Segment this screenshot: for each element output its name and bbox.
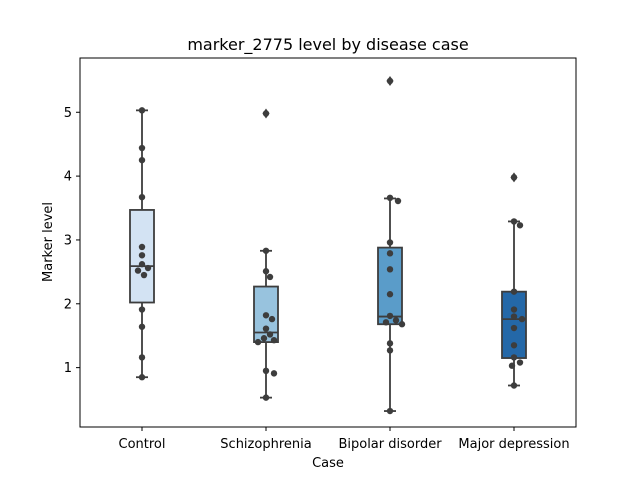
- data-point: [398, 321, 406, 328]
- data-point: [386, 347, 394, 354]
- data-point: [518, 315, 526, 323]
- box-group-3: [501, 172, 527, 389]
- data-point: [386, 194, 394, 202]
- data-point: [386, 77, 394, 85]
- data-point: [138, 107, 146, 114]
- data-point: [138, 323, 146, 330]
- x-tick-label: Schizophrenia: [220, 437, 311, 452]
- x-axis-title: Case: [312, 456, 344, 471]
- data-point: [386, 407, 394, 415]
- data-point: [138, 144, 146, 152]
- data-point: [262, 394, 270, 401]
- data-point: [262, 312, 270, 319]
- data-point: [134, 267, 142, 274]
- box-group-2: [377, 75, 406, 415]
- data-point: [510, 218, 518, 225]
- data-point: [392, 317, 400, 324]
- data-point: [268, 315, 276, 323]
- data-point: [262, 325, 270, 332]
- axes: 1 2 3 4 5 Control Schizophrenia Bipolar disorde…: [64, 106, 570, 452]
- y-tick-label: 2: [64, 297, 72, 312]
- data-point: [262, 268, 270, 275]
- data-point: [138, 306, 146, 313]
- y-tick-label: 1: [64, 361, 72, 376]
- data-point: [516, 359, 524, 366]
- y-tick-label: 5: [64, 106, 72, 121]
- data-point: [510, 313, 518, 320]
- data-point: [270, 336, 278, 344]
- data-point: [382, 319, 390, 326]
- data-point: [266, 273, 274, 281]
- data-point: [508, 362, 516, 369]
- data-point: [138, 156, 146, 164]
- box-group-0: [129, 107, 155, 381]
- box-iqr: [377, 246, 403, 326]
- data-point: [270, 370, 278, 377]
- data-point: [510, 324, 518, 332]
- plot-frame: [79, 57, 577, 428]
- data-point: [510, 342, 518, 349]
- y-tick-label: 3: [64, 233, 72, 248]
- data-point: [510, 174, 518, 181]
- data-point: [140, 271, 148, 279]
- data-point: [262, 110, 270, 117]
- data-point: [138, 252, 146, 259]
- data-point: [510, 288, 518, 295]
- plot-area: [129, 75, 527, 415]
- data-point: [254, 338, 262, 346]
- data-point: [510, 382, 518, 389]
- data-point: [262, 367, 270, 375]
- data-point: [138, 354, 146, 361]
- data-point: [386, 312, 394, 320]
- data-point: [262, 247, 270, 254]
- data-point: [386, 291, 394, 298]
- data-point: [386, 266, 394, 273]
- data-point: [138, 374, 146, 381]
- chart-title: marker_2775 level by disease case: [187, 35, 468, 55]
- data-point: [510, 306, 518, 313]
- data-point: [266, 331, 274, 338]
- data-point: [386, 340, 394, 347]
- data-point: [394, 197, 402, 205]
- data-point: [144, 264, 152, 272]
- data-point: [260, 335, 268, 342]
- data-point: [386, 239, 394, 246]
- y-axis-title: Marker level: [41, 202, 56, 282]
- data-point: [138, 261, 146, 268]
- x-tick-label: Major depression: [458, 437, 569, 452]
- y-tick-label: 4: [64, 170, 72, 185]
- box-group-1: [253, 108, 279, 401]
- data-point: [138, 193, 146, 201]
- data-point: [386, 250, 394, 257]
- x-tick-label: Bipolar disorder: [338, 437, 442, 452]
- data-point: [138, 243, 146, 251]
- data-point: [516, 222, 524, 229]
- x-tick-label: Control: [119, 437, 166, 452]
- data-point: [510, 354, 518, 361]
